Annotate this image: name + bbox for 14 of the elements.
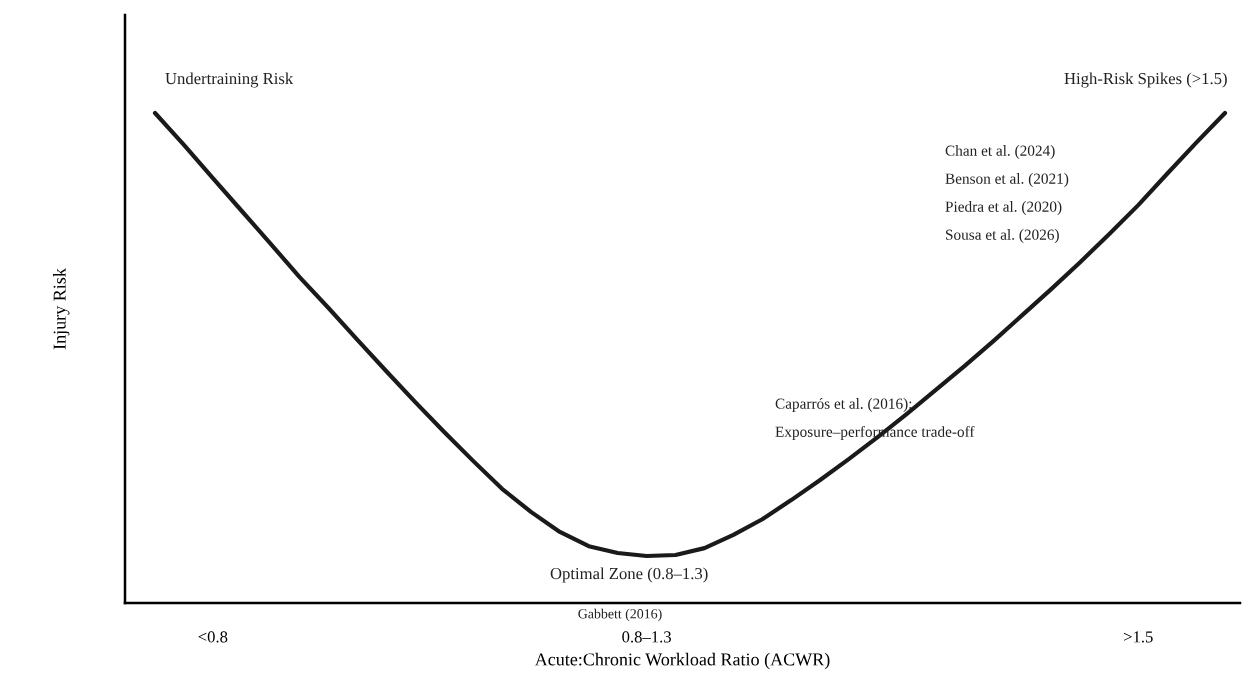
annotation: Sousa et al. (2026) [946,229,1059,243]
annotation: Benson et al. (2021) [945,173,1069,187]
annotation: Chan et al. (2024) [945,145,1055,159]
annotation: Optimal Zone (0.8–1.3) [550,567,708,583]
text: Undertraining Risk [165,72,294,88]
y-axis-title: Injury Risk [53,268,70,350]
x-tick-label: >1.5 [1123,631,1153,643]
text: High-Risk Spikes (>1.5) [1064,72,1227,88]
x-tick-label: <0.8 [198,631,228,643]
text: Gabbett (2016) [578,608,662,622]
annotation: Piedra et al. (2020) [945,201,1062,215]
x-axis-title: Acute:Chronic Workload Ratio (ACWR) [534,652,830,670]
annotation: Caparrós et al. (2016): [775,398,912,412]
x-tick-label: 0.8–1.3 [622,631,671,643]
